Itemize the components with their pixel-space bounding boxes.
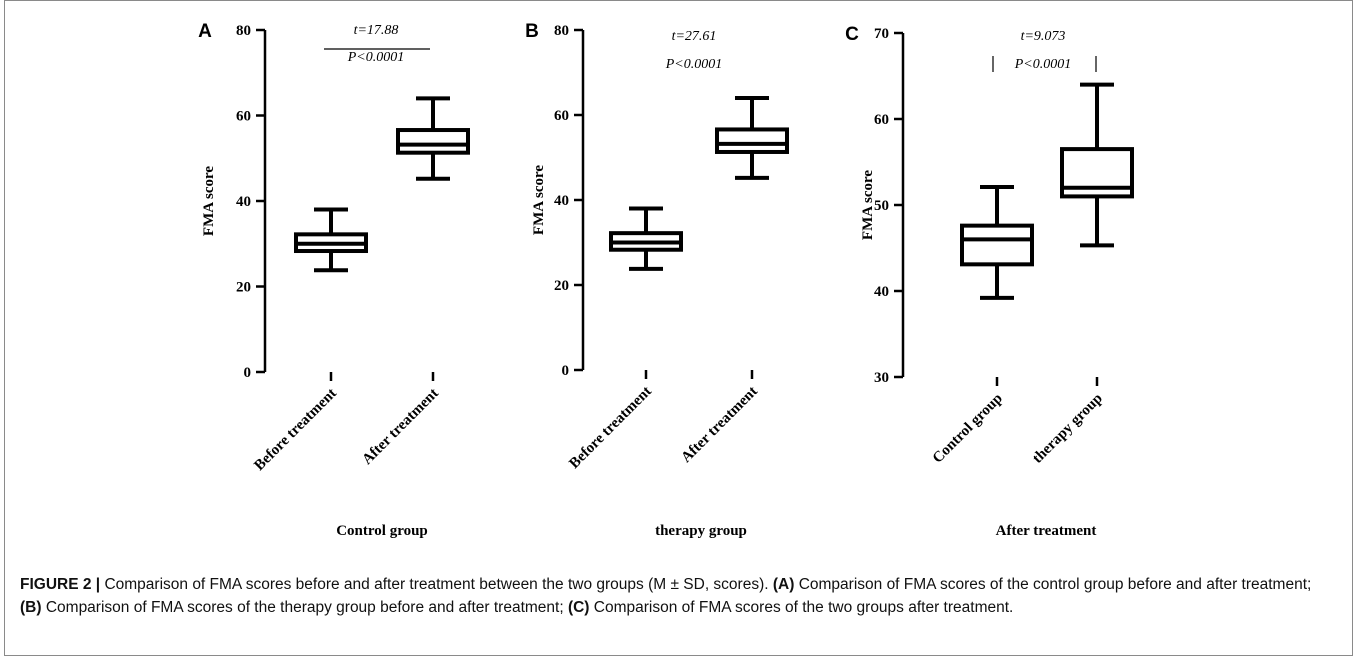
panel-c-t-stat: t=9.073 (1021, 29, 1066, 44)
panel-c-category-label: therapy group (1030, 391, 1106, 467)
panel-b-category-label: After treatment (678, 384, 760, 466)
panel-b-ytick-label: 20 (554, 278, 569, 294)
panel-c-ytick-label: 30 (874, 370, 889, 386)
panel-c-ylabel: FMA score (860, 170, 876, 240)
caption-c-label: (C) (567, 599, 590, 616)
panel-b-category-label: Before treatment (566, 384, 654, 472)
panel-b-p-value: P<0.0001 (665, 57, 723, 72)
panel-a-ytick-label: 60 (236, 109, 251, 125)
panel-a-ytick-label: 0 (244, 365, 252, 381)
panel-a-box-2-iqr (396, 128, 470, 155)
panel-a-ytick-label: 80 (236, 23, 251, 39)
panel-a-ytick-label: 20 (236, 280, 251, 296)
panel-c-ytick-label: 70 (874, 26, 889, 42)
figure-caption: FIGURE 2 | Comparison of FMA scores befo… (20, 573, 1330, 619)
panel-c-box-1-iqr (960, 223, 1034, 267)
panel-c-ytick-label: 50 (874, 198, 889, 214)
panel-c-p-value: P<0.0001 (1014, 57, 1072, 72)
panel-a-t-stat: t=17.88 (354, 23, 399, 38)
panel-c-category-label: Control group (930, 391, 1006, 467)
panel-a-category-label: Before treatment (251, 386, 339, 474)
panel-c-letter: C (845, 24, 859, 45)
panel-a-ytick-label: 40 (236, 194, 251, 210)
panel-a-ylabel: FMA score (201, 166, 217, 236)
panel-a-p-value: P<0.0001 (347, 50, 405, 65)
panel-b-letter: B (525, 21, 539, 42)
panel-b-ytick-label: 0 (562, 363, 570, 379)
panel-a-category-label: After treatment (359, 386, 441, 468)
panel-a-xlabel: Control group (336, 523, 428, 539)
panel-c-ytick-label: 40 (874, 284, 889, 300)
panel-c-ytick-label: 60 (874, 112, 889, 128)
caption-intro: Comparison of FMA scores before and afte… (100, 576, 773, 593)
panel-b-ylabel: FMA score (531, 165, 547, 235)
panel-b-xlabel: therapy group (655, 523, 747, 539)
panel-b-ytick-label: 80 (554, 23, 569, 39)
caption-b-label: (B) (20, 599, 42, 616)
caption-c-text: Comparison of FMA scores of the two grou… (589, 599, 1014, 616)
panel-b-t-stat: t=27.61 (672, 29, 717, 44)
caption-a-text: Comparison of FMA scores of the control … (794, 576, 1312, 593)
caption-b-text: Comparison of FMA scores of the therapy … (41, 599, 568, 616)
caption-figure-label: FIGURE 2 | (20, 576, 101, 593)
caption-a-label: (A) (772, 576, 795, 593)
figure-frame (4, 0, 1353, 656)
panel-b-box-2-iqr (715, 127, 789, 154)
panel-a-letter: A (198, 21, 212, 42)
panel-b-ytick-label: 60 (554, 108, 569, 124)
panel-c-xlabel: After treatment (996, 523, 1097, 539)
panel-b-ytick-label: 40 (554, 193, 569, 209)
